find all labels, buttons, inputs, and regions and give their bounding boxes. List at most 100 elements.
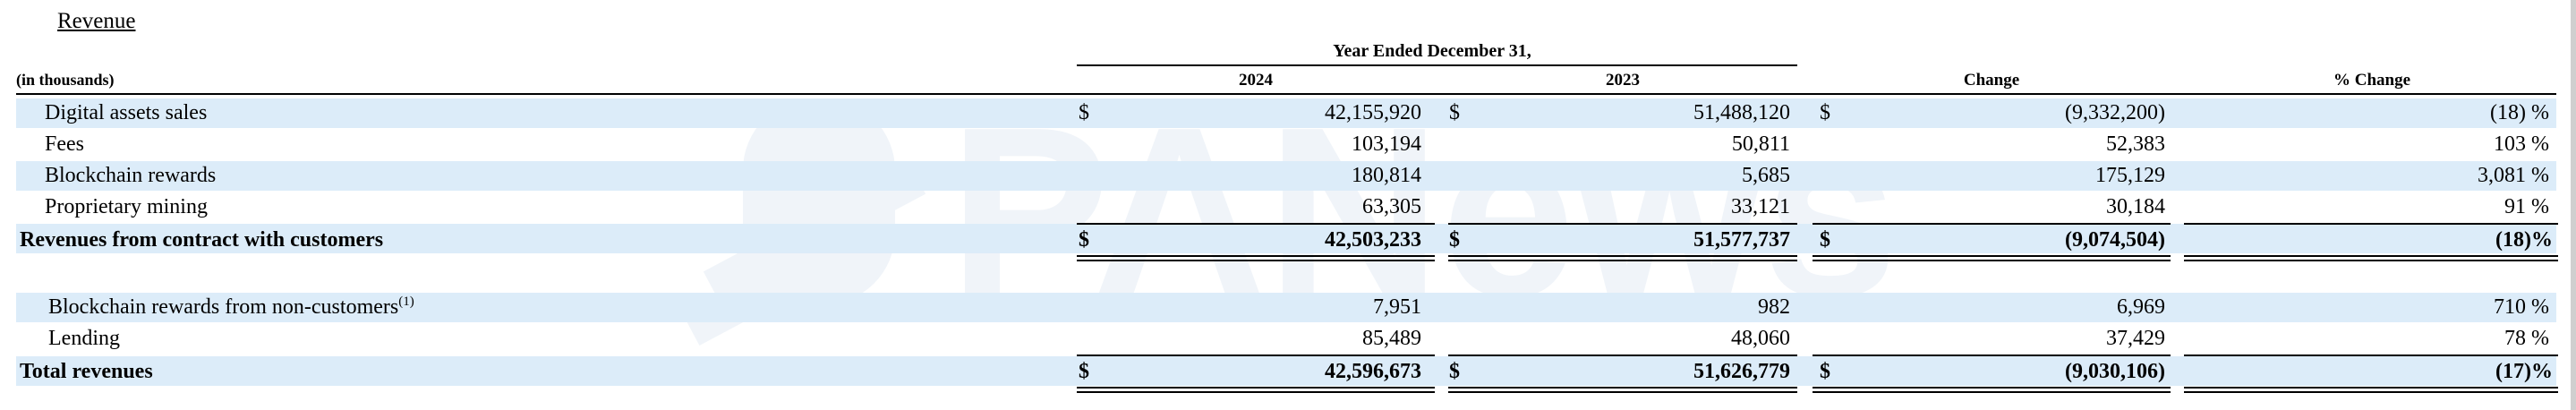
header-rule — [16, 93, 2556, 95]
double-rule — [2184, 260, 2558, 261]
total-rule — [2184, 354, 2558, 356]
double-rule — [1448, 255, 1797, 257]
value-2024: 85,489 — [1362, 327, 1421, 350]
table-row: Lending 85,489 48,060 37,429 78 % — [0, 324, 2576, 354]
value-2024: 42,503,233 — [1325, 228, 1421, 252]
value-2023: 982 — [1758, 295, 1790, 319]
period-header-rule — [1077, 64, 1797, 66]
table-row: Proprietary mining 63,305 33,121 30,184 … — [0, 192, 2576, 222]
value-2023: 51,488,120 — [1693, 101, 1790, 124]
value-2024: 7,951 — [1373, 295, 1421, 319]
value-2023: 33,121 — [1731, 195, 1790, 218]
currency-symbol: $ — [1820, 101, 1830, 124]
value-pct: (17)% — [2495, 360, 2553, 383]
value-change: 175,129 — [2095, 164, 2165, 187]
double-rule — [1077, 260, 1435, 261]
double-rule — [1813, 255, 2171, 257]
pct-sign: % — [2531, 164, 2549, 187]
currency-symbol: $ — [1449, 228, 1460, 252]
double-rule — [2184, 391, 2558, 393]
currency-symbol: $ — [1449, 360, 1460, 383]
value-2024: 103,194 — [1352, 132, 1421, 156]
double-rule — [1448, 387, 1797, 389]
table-row: Blockchain rewards 180,814 5,685 175,129… — [0, 161, 2576, 191]
row-label: Proprietary mining — [45, 195, 208, 218]
value-change: 30,184 — [2106, 195, 2165, 218]
value-change: (9,074,504) — [2065, 228, 2165, 252]
row-label: Blockchain rewards — [45, 164, 217, 187]
value-2023: 50,811 — [1731, 132, 1790, 156]
row-band — [16, 356, 2556, 386]
value-2024: 42,596,673 — [1325, 360, 1421, 383]
section-title: Revenue — [57, 9, 136, 33]
value-pct: (18) — [2490, 101, 2526, 124]
double-rule — [1813, 260, 2171, 261]
value-pct: 91 — [2504, 195, 2526, 218]
col-header-2024: 2024 — [1239, 71, 1273, 90]
double-rule — [1813, 391, 2171, 393]
row-band — [16, 224, 2556, 253]
value-change: 37,429 — [2106, 327, 2165, 350]
value-2024: 180,814 — [1352, 164, 1421, 187]
double-rule — [1448, 391, 1797, 393]
window-edge — [2571, 0, 2576, 410]
row-label: Blockchain rewards from non-customers(1) — [48, 295, 414, 320]
value-2023: 48,060 — [1731, 327, 1790, 350]
value-2023: 51,626,779 — [1693, 360, 1790, 383]
total-row: Total revenues $ 42,596,673 $ 51,626,779… — [0, 357, 2576, 387]
units-label: (in thousands) — [16, 71, 115, 89]
subtotal-rule — [2184, 223, 2558, 225]
value-change: 6,969 — [2117, 295, 2165, 319]
row-label: Fees — [45, 132, 84, 156]
double-rule — [1077, 255, 1435, 257]
currency-symbol: $ — [1449, 101, 1460, 124]
value-change: (9,332,200) — [2065, 101, 2165, 124]
currency-symbol: $ — [1079, 228, 1089, 252]
value-2024: 42,155,920 — [1325, 101, 1421, 124]
subtotal-rule — [1077, 223, 1435, 225]
double-rule — [1077, 391, 1435, 393]
value-pct: 78 — [2504, 327, 2526, 350]
table-row: Fees 103,194 50,811 52,383 103 % — [0, 130, 2576, 159]
value-pct: 103 — [2494, 132, 2526, 156]
pct-sign: % — [2531, 101, 2549, 124]
value-pct: 3,081 — [2478, 164, 2526, 187]
double-rule — [1813, 387, 2171, 389]
currency-symbol: $ — [1079, 101, 1089, 124]
table-row: Digital assets sales $ 42,155,920 $ 51,4… — [0, 98, 2576, 128]
value-2024: 63,305 — [1362, 195, 1421, 218]
pct-sign: % — [2531, 195, 2549, 218]
row-band — [16, 161, 2556, 191]
value-pct: (18)% — [2495, 228, 2553, 252]
total-rule — [1448, 354, 1797, 356]
col-header-pct-change: % Change — [2333, 71, 2411, 90]
currency-symbol: $ — [1820, 360, 1830, 383]
value-pct: 710 — [2494, 295, 2526, 319]
pct-sign: % — [2531, 295, 2549, 319]
period-header: Year Ended December 31, — [1333, 41, 1531, 61]
double-rule — [2184, 255, 2558, 257]
double-rule — [1448, 260, 1797, 261]
double-rule — [1077, 387, 1435, 389]
table-row: Blockchain rewards from non-customers(1)… — [0, 293, 2576, 322]
footnote-marker: (1) — [398, 295, 414, 309]
row-label: Revenues from contract with customers — [20, 228, 384, 252]
value-2023: 51,577,737 — [1693, 228, 1790, 252]
subtotal-rule — [1813, 223, 2171, 225]
value-2023: 5,685 — [1742, 164, 1790, 187]
col-header-change: Change — [1963, 71, 2020, 90]
row-label: Lending — [48, 327, 120, 350]
row-band — [16, 293, 2556, 322]
subtotal-row: Revenues from contract with customers $ … — [0, 226, 2576, 255]
pct-sign: % — [2531, 132, 2549, 156]
pct-sign: % — [2531, 327, 2549, 350]
value-change: 52,383 — [2106, 132, 2165, 156]
total-rule — [1077, 354, 1435, 356]
row-band — [16, 98, 2556, 128]
col-header-2023: 2023 — [1606, 71, 1640, 90]
row-label: Total revenues — [20, 360, 153, 383]
currency-symbol: $ — [1079, 360, 1089, 383]
subtotal-rule — [1448, 223, 1797, 225]
currency-symbol: $ — [1820, 228, 1830, 252]
row-label: Digital assets sales — [45, 101, 208, 124]
